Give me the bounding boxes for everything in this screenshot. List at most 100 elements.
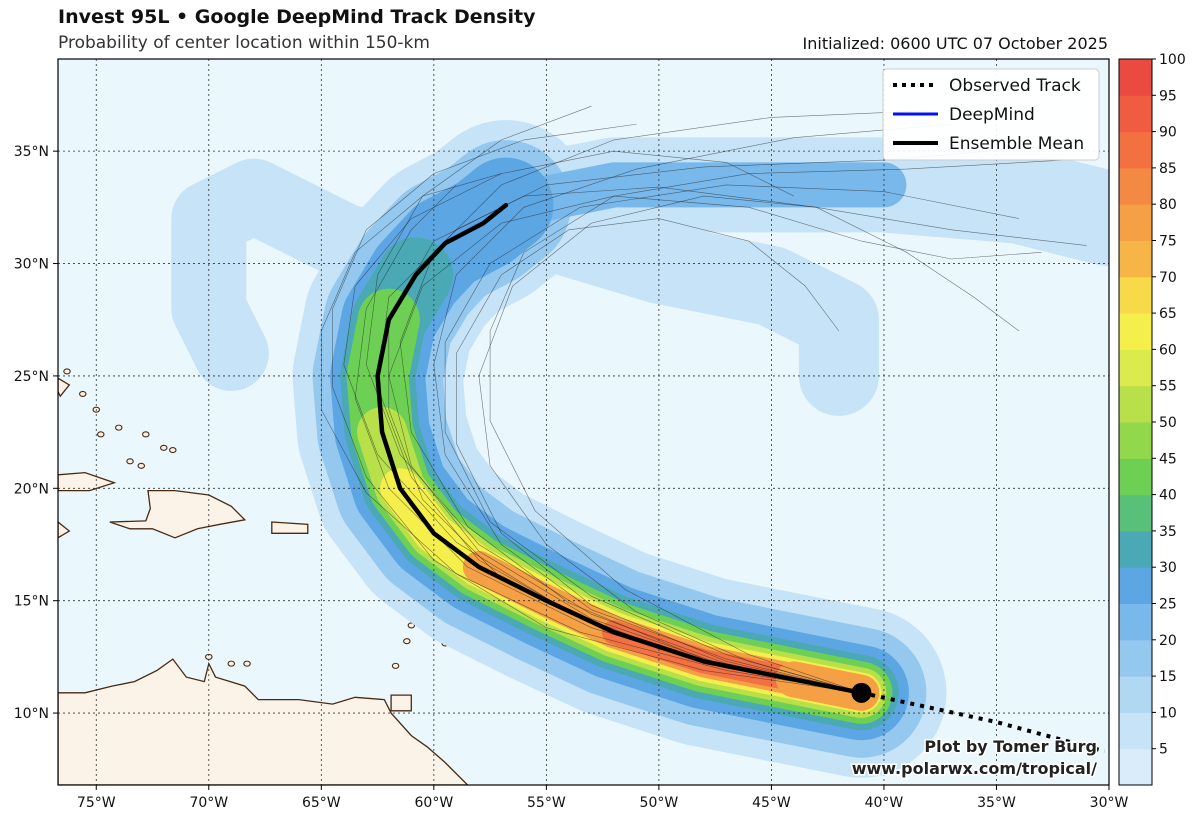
colorbar-segment-14 xyxy=(1119,240,1152,278)
colorbar-segment-19 xyxy=(1119,59,1152,96)
colorbar-segment-17 xyxy=(1119,131,1152,169)
map-frame xyxy=(57,58,1110,786)
island-12 xyxy=(227,660,236,667)
colorbar-label: 55 xyxy=(1159,379,1177,395)
member-track-7 xyxy=(478,195,1020,694)
colorbar-label: 40 xyxy=(1159,488,1177,504)
colorbar-label: 60 xyxy=(1159,342,1177,358)
lat-tick-label: 30°N xyxy=(14,257,49,273)
colorbar-segment-15 xyxy=(1119,204,1152,241)
island-16 xyxy=(142,431,150,438)
hispaniola-land xyxy=(109,489,247,539)
legend-ensemble-label: Ensemble Mean xyxy=(949,134,1084,154)
cuba-land xyxy=(58,471,117,492)
credit-line-2: www.polarwx.com/tropical/ xyxy=(852,759,1097,778)
density-east-core xyxy=(478,162,907,230)
colorbar-label: 20 xyxy=(1159,633,1177,649)
lat-tick-label: 15°N xyxy=(14,594,49,610)
colorbar-label: 5 xyxy=(1159,742,1168,758)
main-tracks xyxy=(375,202,1106,754)
island-20 xyxy=(63,368,71,375)
lon-tick-label: 35°W xyxy=(977,795,1016,811)
colorbar-label: 30 xyxy=(1159,560,1177,576)
island-22 xyxy=(137,462,146,469)
colorbar-segment-0 xyxy=(1119,748,1152,786)
member-track-9 xyxy=(456,218,862,694)
land-layer xyxy=(58,210,469,785)
island-7 xyxy=(391,662,400,669)
island-19 xyxy=(79,390,87,397)
island-5 xyxy=(407,622,416,629)
lon-tick-label: 45°W xyxy=(752,795,791,811)
colorbar-segment-2 xyxy=(1119,676,1152,713)
jamaica-land xyxy=(58,521,71,539)
colorbar: 5 10 15 20 25 30 35 40 45 50 55 60 65 70 75 80 85 90 95 100 xyxy=(1118,52,1186,786)
colorbar-segment-12 xyxy=(1119,313,1152,350)
colorbar-label: 15 xyxy=(1159,669,1177,685)
colorbar-label: 10 xyxy=(1159,705,1177,721)
island-24 xyxy=(169,447,177,454)
colorbar-label: 80 xyxy=(1159,197,1177,213)
colorbar-segment-7 xyxy=(1119,494,1152,532)
page-title: Invest 95L • Google DeepMind Track Densi… xyxy=(58,6,536,28)
member-track-6 xyxy=(332,123,862,694)
colorbar-label: 45 xyxy=(1159,451,1177,467)
colorbar-label: 65 xyxy=(1159,306,1177,322)
bahamas-andros-land xyxy=(58,377,71,398)
lon-tick-label: 60°W xyxy=(415,795,454,811)
lon-tick-label: 70°W xyxy=(189,795,228,811)
ensemble-mean-track xyxy=(375,202,864,696)
colorbar-label: 75 xyxy=(1159,234,1177,250)
lon-tick-label: 65°W xyxy=(302,795,341,811)
start-point-marker xyxy=(851,682,872,703)
colorbar-segment-5 xyxy=(1119,567,1152,604)
colorbar-label: 35 xyxy=(1159,524,1177,540)
colorbar-label: 85 xyxy=(1159,161,1177,177)
observed-track xyxy=(860,690,1106,754)
colorbar-segment-18 xyxy=(1119,95,1152,133)
member-track-13 xyxy=(321,173,862,694)
puerto-rico-land xyxy=(271,521,309,534)
member-track-11 xyxy=(365,105,862,694)
member-track-10 xyxy=(399,110,930,694)
colorbar-segment-1 xyxy=(1119,712,1152,750)
lon-tick-label: 75°W xyxy=(77,795,116,811)
member-track-12 xyxy=(489,159,1065,694)
colorbar-label: 25 xyxy=(1159,597,1177,613)
initialized-time: Initialized: 0600 UTC 07 October 2025 xyxy=(802,34,1108,53)
colorbar-segment-11 xyxy=(1119,349,1152,387)
south-america-land xyxy=(58,658,469,785)
axis-ticks: 75°W 70°W 65°W 60°W 55°W 50°W 45°W 40°W 35°W 30°W… xyxy=(14,144,1129,811)
colorbar-segment-10 xyxy=(1119,385,1152,423)
legend-observed-label: Observed Track xyxy=(949,76,1081,96)
lat-tick-label: 10°N xyxy=(14,706,49,722)
legend-deepmind-label: DeepMind xyxy=(949,105,1035,125)
colorbar-label: 95 xyxy=(1159,88,1177,104)
colorbar-segment-9 xyxy=(1119,422,1152,459)
lon-tick-label: 50°W xyxy=(640,795,679,811)
legend: Observed Track DeepMind Ensemble Mean xyxy=(882,68,1100,161)
island-23 xyxy=(160,444,168,451)
colorbar-segment-3 xyxy=(1119,639,1152,677)
colorbar-label: 90 xyxy=(1159,125,1177,141)
island-15 xyxy=(126,458,134,465)
lon-tick-label: 40°W xyxy=(865,795,904,811)
legend-box xyxy=(882,68,1100,161)
credit-line-1: Plot by Tomer Burg xyxy=(924,737,1097,756)
lat-tick-label: 25°N xyxy=(14,369,49,385)
colorbar-segment-8 xyxy=(1119,458,1152,496)
colorbar-label: 70 xyxy=(1159,270,1177,286)
trinidad-land xyxy=(390,694,412,712)
lat-tick-label: 35°N xyxy=(14,144,49,160)
island-17 xyxy=(115,424,123,431)
island-13 xyxy=(243,660,251,667)
island-6 xyxy=(403,638,411,645)
colorbar-label: 50 xyxy=(1159,415,1177,431)
lon-tick-label: 55°W xyxy=(527,795,566,811)
member-track-4 xyxy=(388,195,1042,694)
colorbar-segment-6 xyxy=(1119,530,1152,568)
colorbar-segment-16 xyxy=(1119,167,1152,205)
colorbar-segment-4 xyxy=(1119,603,1152,641)
island-21 xyxy=(97,431,105,438)
